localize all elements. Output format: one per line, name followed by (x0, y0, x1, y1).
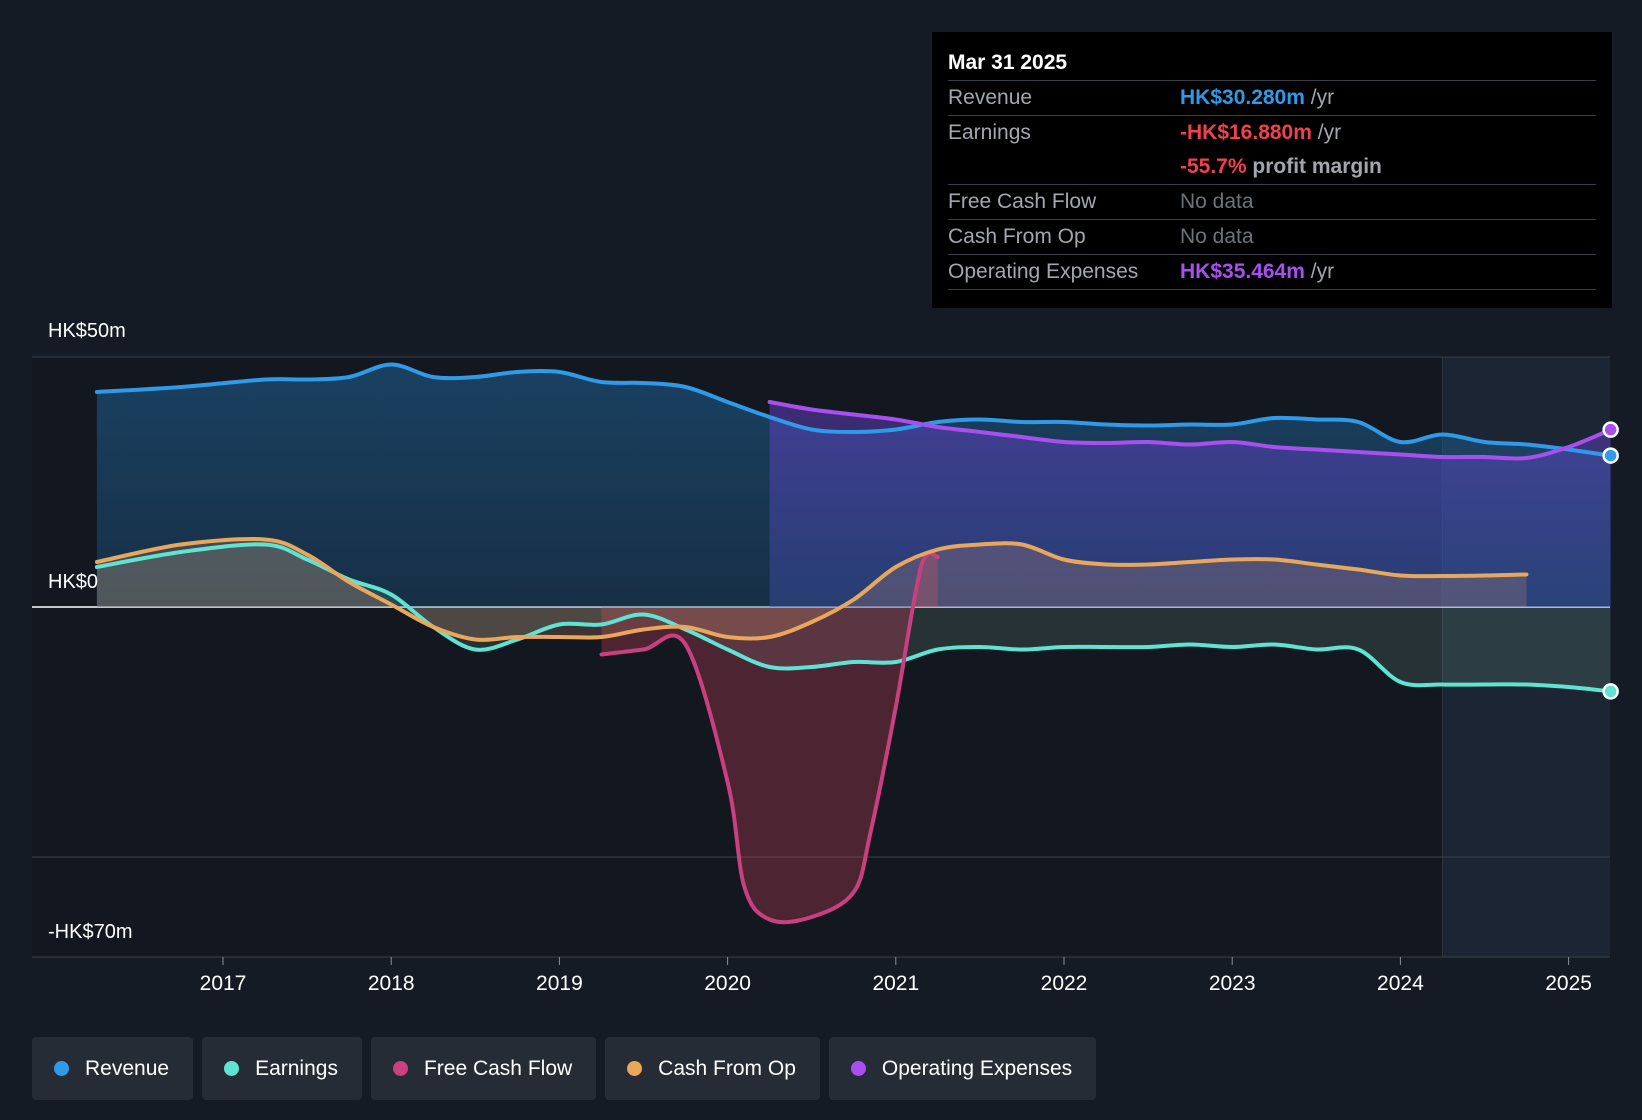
free-cash-flow-area (601, 553, 938, 923)
tooltip-date: Mar 31 2025 (948, 51, 1068, 74)
tooltip-earnings-unit: /yr (1317, 121, 1342, 144)
x-tick-label: 2019 (536, 972, 583, 995)
legend-operating-expenses[interactable]: Operating Expenses (828, 1037, 1097, 1100)
x-tick-label: 2017 (200, 972, 247, 995)
legend-operating-expenses-label: Operating Expenses (881, 1056, 1073, 1080)
chart-legend: Revenue Earnings Free Cash Flow Cash Fro… (32, 1037, 1097, 1100)
tooltip-row-opex: Operating Expenses HK$35.464m /yr (948, 254, 1596, 289)
legend-revenue-dot (54, 1061, 69, 1076)
tooltip-row-margin: -55.7% profit margin (948, 150, 1596, 184)
tooltip-opex-unit: /yr (1310, 260, 1335, 283)
legend-revenue-label: Revenue (85, 1056, 170, 1080)
earnings-line (94, 542, 1613, 694)
y-axis-top-label: HK$50m (48, 320, 126, 342)
y-axis-zero-label: HK$0 (48, 571, 99, 593)
x-tick-label: 2022 (1041, 972, 1088, 995)
tooltip-row-fcf: Free Cash Flow No data (948, 184, 1596, 219)
tooltip-revenue-label: Revenue (948, 86, 1033, 109)
y-axis-bottom-label: -HK$70m (48, 921, 133, 943)
legend-cash-from-op-label: Cash From Op (658, 1056, 796, 1080)
tooltip-revenue-value: HK$30.280m (1180, 86, 1305, 109)
legend-free-cash-flow-label: Free Cash Flow (423, 1056, 573, 1080)
x-tick-label: 2021 (872, 972, 919, 995)
tooltip-row-cfo: Cash From Op No data (948, 219, 1596, 254)
x-tick-label: 2018 (368, 972, 415, 995)
earnings-area (96, 544, 1611, 692)
tooltip-earnings-label: Earnings (948, 121, 1031, 144)
tooltip-earnings-value: -HK$16.880m (1180, 121, 1312, 144)
legend-free-cash-flow-dot (392, 1061, 408, 1076)
tooltip-row-revenue: Revenue HK$30.280m /yr (948, 80, 1596, 115)
tooltip-margin-value: -55.7% (1180, 155, 1247, 178)
legend-operating-expenses-dot (850, 1061, 866, 1076)
legend-free-cash-flow[interactable]: Free Cash Flow (370, 1037, 597, 1100)
tooltip-margin-suffix: profit margin (1252, 155, 1382, 178)
legend-earnings-dot (224, 1061, 240, 1076)
tooltip-opex-value: HK$35.464m (1180, 260, 1305, 283)
legend-earnings-label: Earnings (255, 1056, 338, 1080)
data-tooltip: Mar 31 2025 Revenue HK$30.280m /yr Earni… (932, 32, 1612, 308)
tooltip-opex-label: Operating Expenses (948, 260, 1139, 283)
earnings-end-marker[interactable] (1602, 683, 1619, 700)
legend-cash-from-op[interactable]: Cash From Op (605, 1037, 820, 1100)
x-tick-label: 2020 (704, 972, 751, 995)
tooltip-cfo-value: No data (1180, 225, 1254, 248)
free-cash-flow-line (599, 551, 940, 925)
tooltip-revenue-unit: /yr (1310, 86, 1335, 109)
legend-revenue[interactable]: Revenue (32, 1037, 194, 1100)
tooltip-cfo-label: Cash From Op (948, 225, 1086, 248)
x-tick-label: 2024 (1377, 972, 1424, 995)
tooltip-fcf-label: Free Cash Flow (948, 190, 1097, 213)
legend-cash-from-op-dot (627, 1061, 643, 1076)
revenue-end-marker[interactable] (1602, 447, 1619, 464)
operating-expenses-line (767, 400, 1613, 461)
legend-earnings[interactable]: Earnings (202, 1037, 362, 1100)
x-tick-label: 2025 (1545, 972, 1592, 995)
revenue-line (94, 362, 1613, 458)
tooltip-fcf-value: No data (1180, 190, 1254, 213)
operating-expenses-end-marker[interactable] (1602, 421, 1619, 438)
tooltip-row-earnings: Earnings -HK$16.880m /yr (948, 115, 1596, 150)
x-tick-label: 2023 (1209, 972, 1256, 995)
operating-expenses-area (769, 402, 1611, 607)
